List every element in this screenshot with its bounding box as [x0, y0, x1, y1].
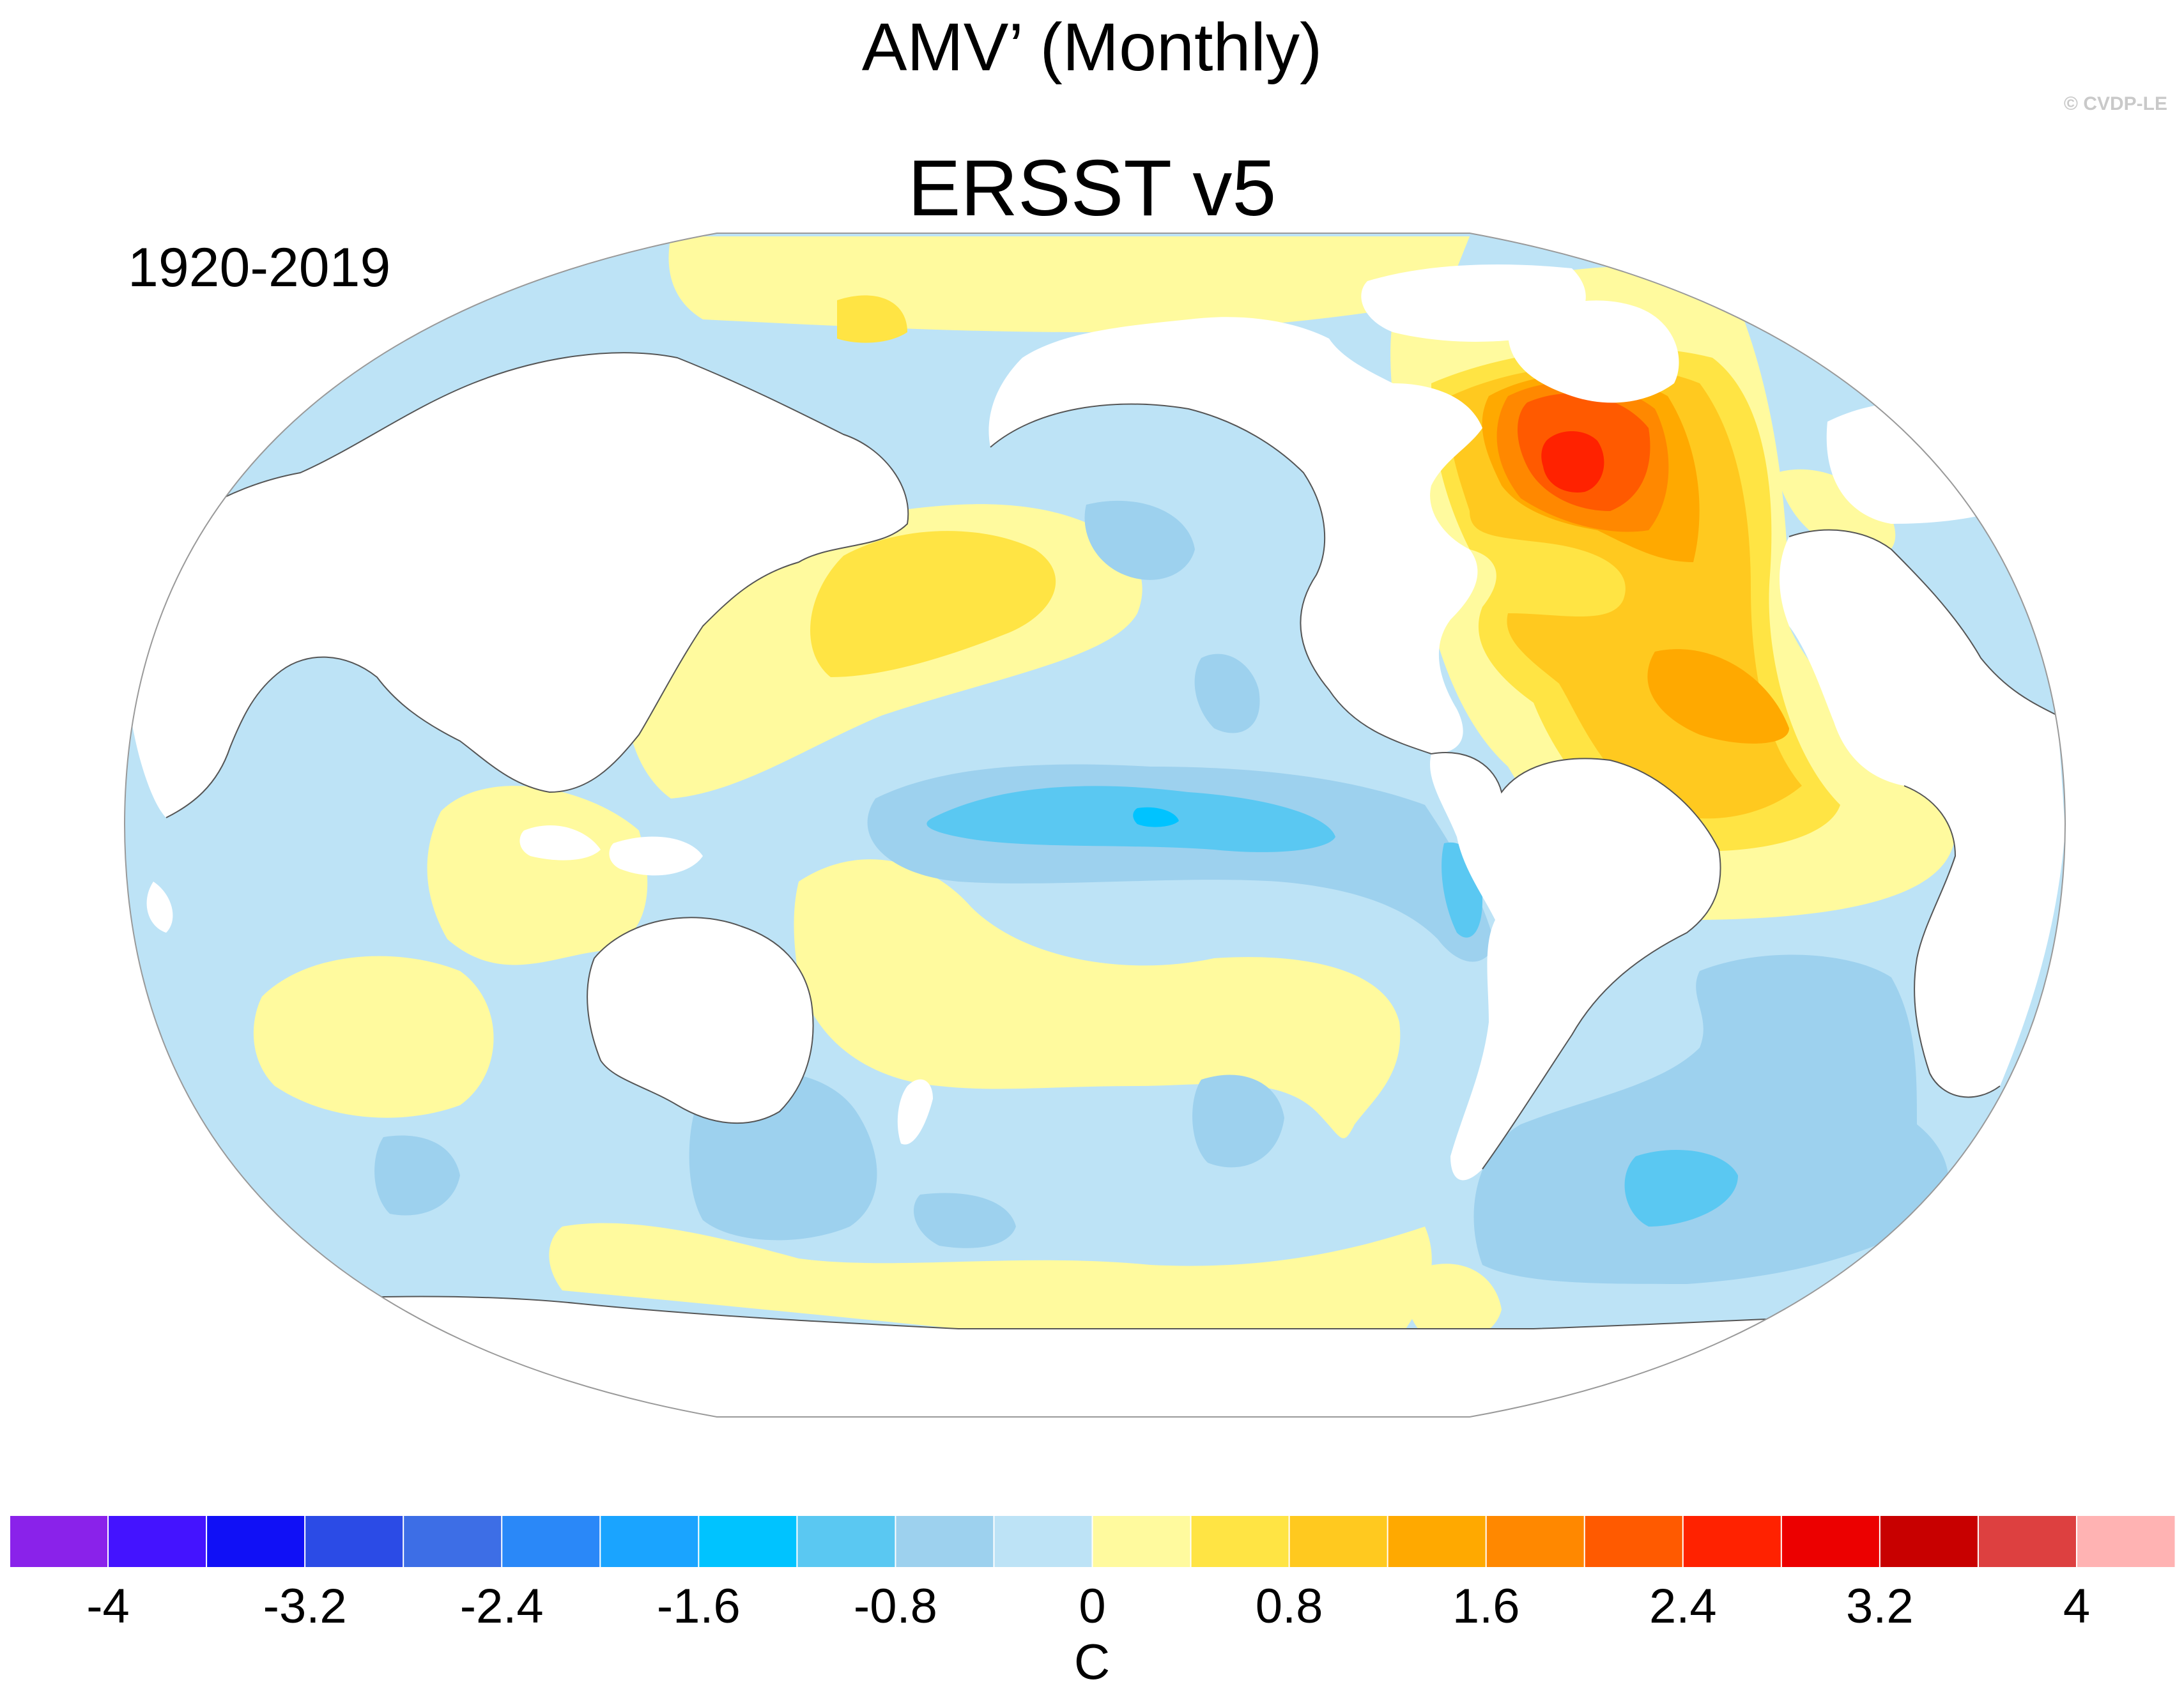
colorbar-box [796, 1515, 896, 1568]
colorbar-tick-label: -2.4 [460, 1579, 544, 1633]
colorbar-tick-label: 3.2 [1846, 1579, 1914, 1633]
colorbar-box [9, 1515, 109, 1568]
colorbar-box [1387, 1515, 1488, 1568]
colorbar-box [304, 1515, 404, 1568]
colorbar-box [1879, 1515, 1980, 1568]
colorbar-tick-label: -4 [86, 1579, 130, 1633]
period-label: 1920-2019 [128, 237, 391, 298]
colorbar-box [501, 1515, 601, 1568]
colorbar-box [1288, 1515, 1389, 1568]
cool-max-region [1133, 807, 1179, 827]
colorbar-tick-label: -0.8 [854, 1579, 937, 1633]
colorbar-box [1091, 1515, 1192, 1568]
colorbar-box [599, 1515, 700, 1568]
colorbar-box [1780, 1515, 1881, 1568]
dataset-subtitle: ERSST v5 [907, 144, 1277, 233]
colorbar-box [206, 1515, 306, 1568]
colorbar-unit-label: C [1074, 1633, 1110, 1690]
colorbar-box [993, 1515, 1094, 1568]
colorbar-tick-label: -1.6 [657, 1579, 741, 1633]
colorbar-box [1485, 1515, 1586, 1568]
red-core-region [1541, 431, 1604, 493]
credit-watermark: © CVDP-LE [2063, 93, 2167, 114]
map-frame [123, 233, 2066, 1418]
cool-strong-regions [927, 786, 1738, 1227]
colorbar-tick-label: 1.6 [1452, 1579, 1520, 1633]
colorbar-box [1682, 1515, 1783, 1568]
colorbar-box [403, 1515, 503, 1568]
colorbar-box [895, 1515, 995, 1568]
colorbar-tick-label: -3.2 [263, 1579, 347, 1633]
colorbar-box [1583, 1515, 1684, 1568]
coastlines [125, 352, 2065, 1330]
colorbar-tick-label: 2.4 [1649, 1579, 1717, 1633]
colorbar-box [107, 1515, 208, 1568]
colorbar-tick-label: 0.8 [1256, 1579, 1323, 1633]
colorbar-box [1190, 1515, 1291, 1568]
colorbar-box [698, 1515, 798, 1568]
colorbar-box [1977, 1515, 2078, 1568]
colorbar-box [2075, 1515, 2176, 1568]
colorbar-tick-label: 4 [2063, 1579, 2090, 1633]
chart-title: AMV’ (Monthly) [861, 10, 1323, 85]
colorbar-tick-label: 0 [1079, 1579, 1105, 1633]
